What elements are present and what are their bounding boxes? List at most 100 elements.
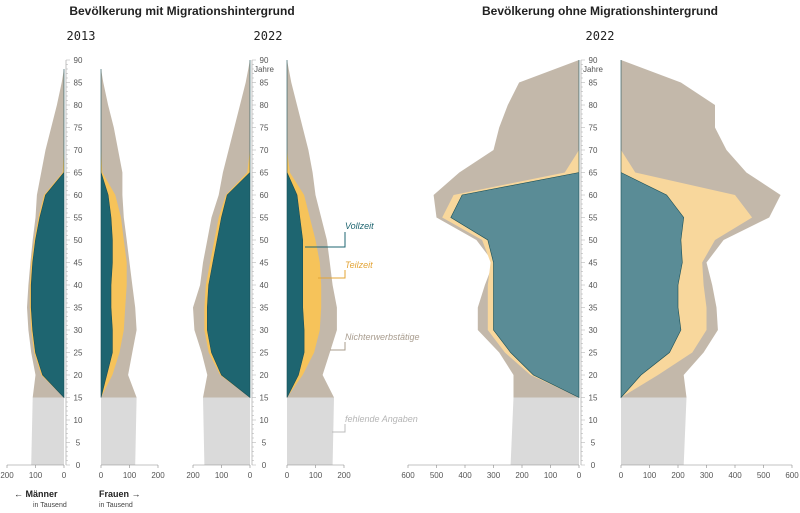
annotation-fehlende-angaben: fehlende Angaben [345,414,418,424]
age-tick-label: 10 [589,416,598,425]
female-value-tick-label: 200 [151,471,165,480]
age-tick-label: 50 [260,236,269,245]
age-tick-label: 80 [589,101,598,110]
fehlend-leader-line [332,424,346,433]
male-value-tick-label: 300 [487,471,501,480]
year-label-pyramid-2: 2022 [254,29,283,43]
age-tick-label: 20 [260,371,269,380]
age-tick-label: 55 [589,214,598,223]
female-unit-label: in Tausend [99,502,133,509]
male-unit-label: in Tausend [33,502,67,509]
male-value-tick-label: 200 [186,471,200,480]
female-value-tick-label: 300 [700,471,714,480]
age-tick-label: 60 [74,191,83,200]
pyramid-migration-2022: 0 5 10 15 20 25 30 35 40 45 50 55 60 65 70 75 80 85 90Jahr… [186,56,351,480]
male-fehlende-angaben-area [510,397,579,465]
male-fehlende-angaben-area [31,397,64,465]
female-label: Frauen → [99,489,141,499]
male-value-tick-label: 200 [0,471,14,480]
age-tick-label: 15 [260,394,269,403]
age-unit-label: Jahre [583,65,604,74]
male-value-tick-label: 400 [458,471,472,480]
annotation-nichterwerbstaetige: Nichterwerbstätige [345,332,420,342]
age-tick-label: 90 [74,56,83,65]
female-fehlende-angaben-area [101,397,137,465]
female-fehlende-angaben-area [621,397,687,465]
age-tick-label: 35 [260,304,269,313]
age-tick-label: 65 [74,169,83,178]
female-value-tick-label: 600 [785,471,799,480]
male-label: ← Männer [14,489,58,499]
age-tick-label: 50 [74,236,83,245]
age-tick-label: 0 [76,461,81,470]
age-tick-label: 70 [74,146,83,155]
age-tick-label: 85 [589,79,598,88]
nichterwerb-leader-line [330,342,346,351]
age-tick-label: 15 [74,394,83,403]
age-tick-label: 60 [260,191,269,200]
year-label-pyramid-3: 2022 [586,29,615,43]
female-value-tick-label: 100 [309,471,323,480]
age-tick-label: 5 [76,439,81,448]
age-tick-label: 30 [589,326,598,335]
age-tick-label: 20 [74,371,83,380]
age-tick-label: 80 [260,101,269,110]
female-value-tick-label: 200 [337,471,351,480]
age-tick-label: 75 [260,124,269,133]
male-value-tick-label: 0 [62,471,67,480]
age-tick-label: 25 [74,349,83,358]
age-tick-label: 30 [74,326,83,335]
year-label-pyramid-1: 2013 [67,29,96,43]
age-tick-label: 75 [74,124,83,133]
age-tick-label: 50 [589,236,598,245]
female-value-tick-label: 0 [99,471,104,480]
age-tick-label: 0 [591,461,596,470]
teilzeit-leader-line [318,270,346,279]
age-tick-label: 25 [260,349,269,358]
female-value-tick-label: 0 [619,471,624,480]
male-vollzeit-area [30,69,65,399]
age-tick-label: 45 [260,259,269,268]
age-tick-label: 5 [591,439,596,448]
age-tick-label: 35 [74,304,83,313]
age-tick-label: 35 [589,304,598,313]
age-unit-label: Jahre [254,65,275,74]
age-tick-label: 20 [589,371,598,380]
female-vollzeit-area [286,60,305,398]
male-value-tick-label: 200 [515,471,529,480]
age-tick-label: 5 [262,439,267,448]
age-tick-label: 80 [74,101,83,110]
vollzeit-leader-line [305,232,346,248]
annotation-vollzeit: Vollzeit [345,221,374,231]
age-tick-label: 65 [260,169,269,178]
female-value-tick-label: 400 [728,471,742,480]
female-vollzeit-area [100,69,113,398]
pyramid-no-migration-2022: 0 5 10 15 20 25 30 35 40 45 50 55 60 65 70 75 80 85 90Jahr… [401,56,799,480]
age-tick-label: 40 [74,281,83,290]
male-value-tick-label: 600 [401,471,415,480]
female-fehlende-angaben-area [287,397,334,465]
male-value-tick-label: 0 [577,471,582,480]
age-tick-label: 0 [262,461,267,470]
female-value-tick-label: 200 [671,471,685,480]
age-tick-label: 70 [589,146,598,155]
female-value-tick-label: 100 [123,471,137,480]
age-tick-label: 60 [589,191,598,200]
age-tick-label: 90 [260,56,269,65]
title-left: Bevölkerung mit Migrationshintergrund [69,4,294,18]
age-tick-label: 25 [589,349,598,358]
age-tick-label: 75 [589,124,598,133]
age-tick-label: 10 [74,416,83,425]
female-value-tick-label: 500 [757,471,771,480]
age-tick-label: 90 [589,56,598,65]
male-value-tick-label: 0 [248,471,253,480]
female-vollzeit-area [620,60,685,399]
male-value-tick-label: 100 [544,471,558,480]
age-tick-label: 85 [74,79,83,88]
age-tick-label: 55 [260,214,269,223]
age-tick-label: 55 [74,214,83,223]
age-tick-label: 40 [589,281,598,290]
female-value-tick-label: 100 [643,471,657,480]
age-tick-label: 85 [260,79,269,88]
